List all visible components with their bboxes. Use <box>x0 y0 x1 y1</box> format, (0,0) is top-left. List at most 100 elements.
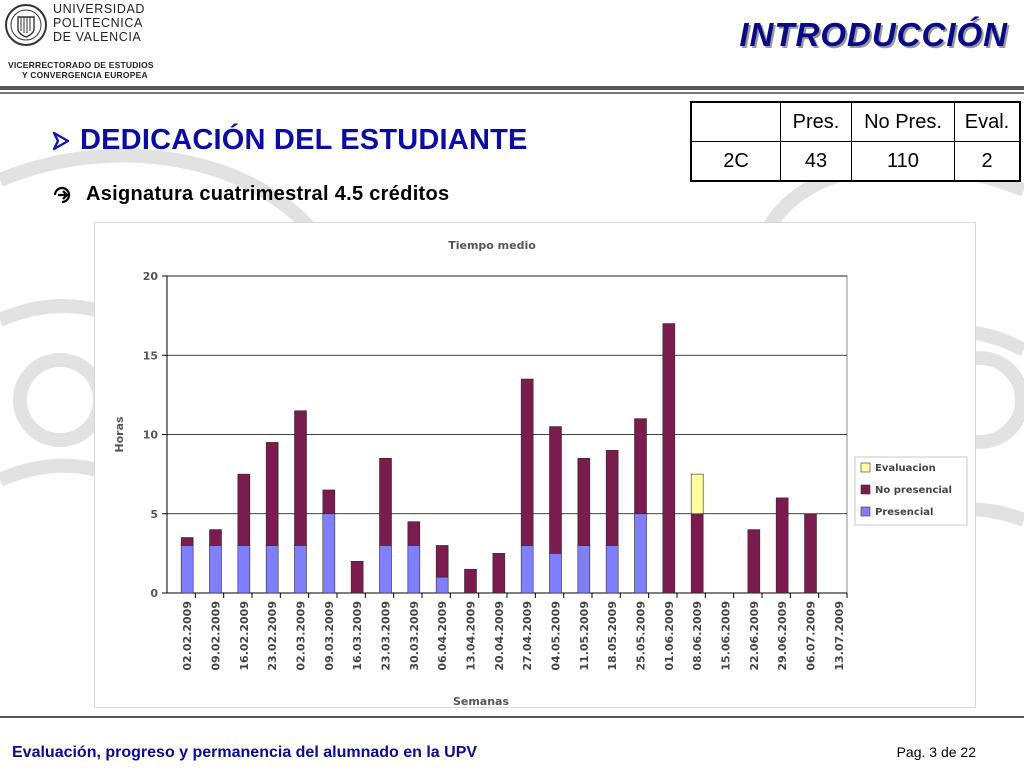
university-seal-icon <box>5 4 47 46</box>
x-tick-label: 01.06.2009 <box>663 601 676 671</box>
bar-segment <box>322 513 336 594</box>
legend-label: No presencial <box>875 485 952 496</box>
subheading: Asignatura cuatrimestral 4.5 créditos <box>52 183 449 206</box>
x-tick-label: 02.03.2009 <box>295 601 308 671</box>
table-cell: 2C <box>690 141 781 182</box>
bar-segment <box>690 513 704 594</box>
x-tick-label: 23.02.2009 <box>266 601 279 671</box>
x-tick-label: 13.04.2009 <box>465 601 478 671</box>
footer-title: Evaluación, progreso y permanencia del a… <box>12 744 478 761</box>
page-number: Pag. 3 de 22 <box>896 744 976 760</box>
stacked-bar-chart: 0 5 10 15 20 Tiempo medio Horas Semanas 02.02.20… <box>113 239 968 708</box>
bar-segment <box>265 545 279 594</box>
chart-container: 0 5 10 15 20 Tiempo medio Horas Semanas 02.02.20… <box>94 222 976 708</box>
x-tick-label: 13.07.2009 <box>833 601 846 671</box>
x-tick-label: 20.04.2009 <box>493 601 506 671</box>
x-tick-label: 30.03.2009 <box>408 601 421 671</box>
x-tick-label: 27.04.2009 <box>521 601 534 671</box>
table-cell: 43 <box>780 141 852 182</box>
x-tick-label: 22.06.2009 <box>748 601 761 671</box>
legend-swatch <box>860 462 871 473</box>
table-header-row: Pres. No Pres. Eval. <box>690 101 1021 142</box>
legend-swatch <box>860 506 871 517</box>
bar-segment <box>209 529 222 546</box>
header-divider-thin <box>0 92 1024 94</box>
section-heading-text: DEDICACIÓN DEL ESTUDIANTE <box>80 124 528 156</box>
bar-segment <box>577 457 591 546</box>
chart-title: Tiempo medio <box>448 239 536 252</box>
bar-segment <box>520 378 534 546</box>
y-tick-label: 20 <box>143 270 159 283</box>
table-header-cell: Eval. <box>954 101 1021 142</box>
bar-segment <box>322 489 336 515</box>
university-name-line2: POLITECNICA <box>53 16 143 30</box>
x-tick-label: 06.04.2009 <box>436 601 449 671</box>
circled-arrow-icon <box>53 186 71 203</box>
legend-label: Evaluacion <box>875 463 936 474</box>
x-tick-label: 25.05.2009 <box>635 601 648 671</box>
x-tick-label: 18.05.2009 <box>606 601 619 671</box>
bar-segment <box>237 473 251 546</box>
slide-title: INTRODUCCIÓN <box>739 16 1008 53</box>
y-tick-label: 5 <box>150 508 158 521</box>
legend-box <box>854 456 968 526</box>
table-cell: 110 <box>851 141 955 182</box>
y-tick-label: 10 <box>143 429 159 442</box>
bar-segment <box>577 545 591 594</box>
x-tick-label: 15.06.2009 <box>720 601 733 671</box>
x-axis-label: Semanas <box>453 695 510 707</box>
bar-segment <box>209 545 222 594</box>
x-tick-label: 11.05.2009 <box>578 601 591 671</box>
y-tick-label: 0 <box>150 587 158 600</box>
y-axis-label: Horas <box>113 416 126 453</box>
subheading-text: Asignatura cuatrimestral 4.5 créditos <box>86 183 450 205</box>
x-tick-label: 04.05.2009 <box>550 601 563 671</box>
x-tick-label: 08.06.2009 <box>691 601 704 671</box>
vicerrectorado-line2: Y CONVERGENCIA EUROPEA <box>22 70 148 80</box>
bar-segment <box>407 521 421 546</box>
bar-segment <box>520 545 534 594</box>
bar-segment <box>634 513 647 594</box>
x-tick-label: 06.07.2009 <box>805 601 818 671</box>
bar-segment <box>804 513 817 594</box>
x-tick-label: 29.06.2009 <box>776 601 789 671</box>
university-name-line3: DE VALENCIA <box>53 30 142 44</box>
table-cell: 2 <box>954 141 1021 182</box>
bar-segment <box>180 537 194 546</box>
table-header-cell: No Pres. <box>851 101 955 142</box>
bar-segment <box>379 545 392 594</box>
table-row: 2C 43 110 2 <box>690 141 1021 182</box>
x-tick-label: 09.03.2009 <box>323 601 336 671</box>
vicerrectorado-line1: VICERRECTORADO DE ESTUDIOS <box>8 60 154 70</box>
bar-segment <box>294 410 307 546</box>
bar-segment <box>605 545 619 594</box>
x-tick-label: 23.03.2009 <box>380 601 393 671</box>
bar-segment <box>407 545 421 594</box>
x-tick-label: 16.02.2009 <box>238 601 251 671</box>
footer-divider <box>0 716 1024 718</box>
x-tick-label: 02.02.2009 <box>181 601 194 671</box>
bar-segment <box>549 426 562 554</box>
bar-segment <box>180 545 194 594</box>
bar-segment <box>435 545 449 578</box>
university-name-line1: UNIVERSIDAD <box>53 2 146 16</box>
bar-segment <box>492 553 506 594</box>
section-heading: DEDICACIÓN DEL ESTUDIANTE <box>52 124 528 157</box>
bar-segment <box>464 568 477 594</box>
x-tick-label: 16.03.2009 <box>351 601 364 671</box>
bar-segment <box>662 323 676 594</box>
bar-segment <box>237 545 251 594</box>
bar-segment <box>265 442 279 546</box>
bar-segment <box>549 553 562 594</box>
y-tick-label: 15 <box>143 349 158 362</box>
bar-segment <box>747 529 761 594</box>
bar-segment <box>690 473 704 515</box>
dedication-table: Pres. No Pres. Eval. 2C 43 110 2 <box>690 101 1021 182</box>
bar-segment <box>350 560 364 594</box>
x-tick-label: 09.02.2009 <box>210 601 223 671</box>
table-header-cell <box>690 101 781 142</box>
bar-segment <box>294 545 307 594</box>
arrow-right-icon <box>52 131 70 150</box>
bar-segment <box>605 450 619 546</box>
legend-swatch <box>860 484 871 495</box>
